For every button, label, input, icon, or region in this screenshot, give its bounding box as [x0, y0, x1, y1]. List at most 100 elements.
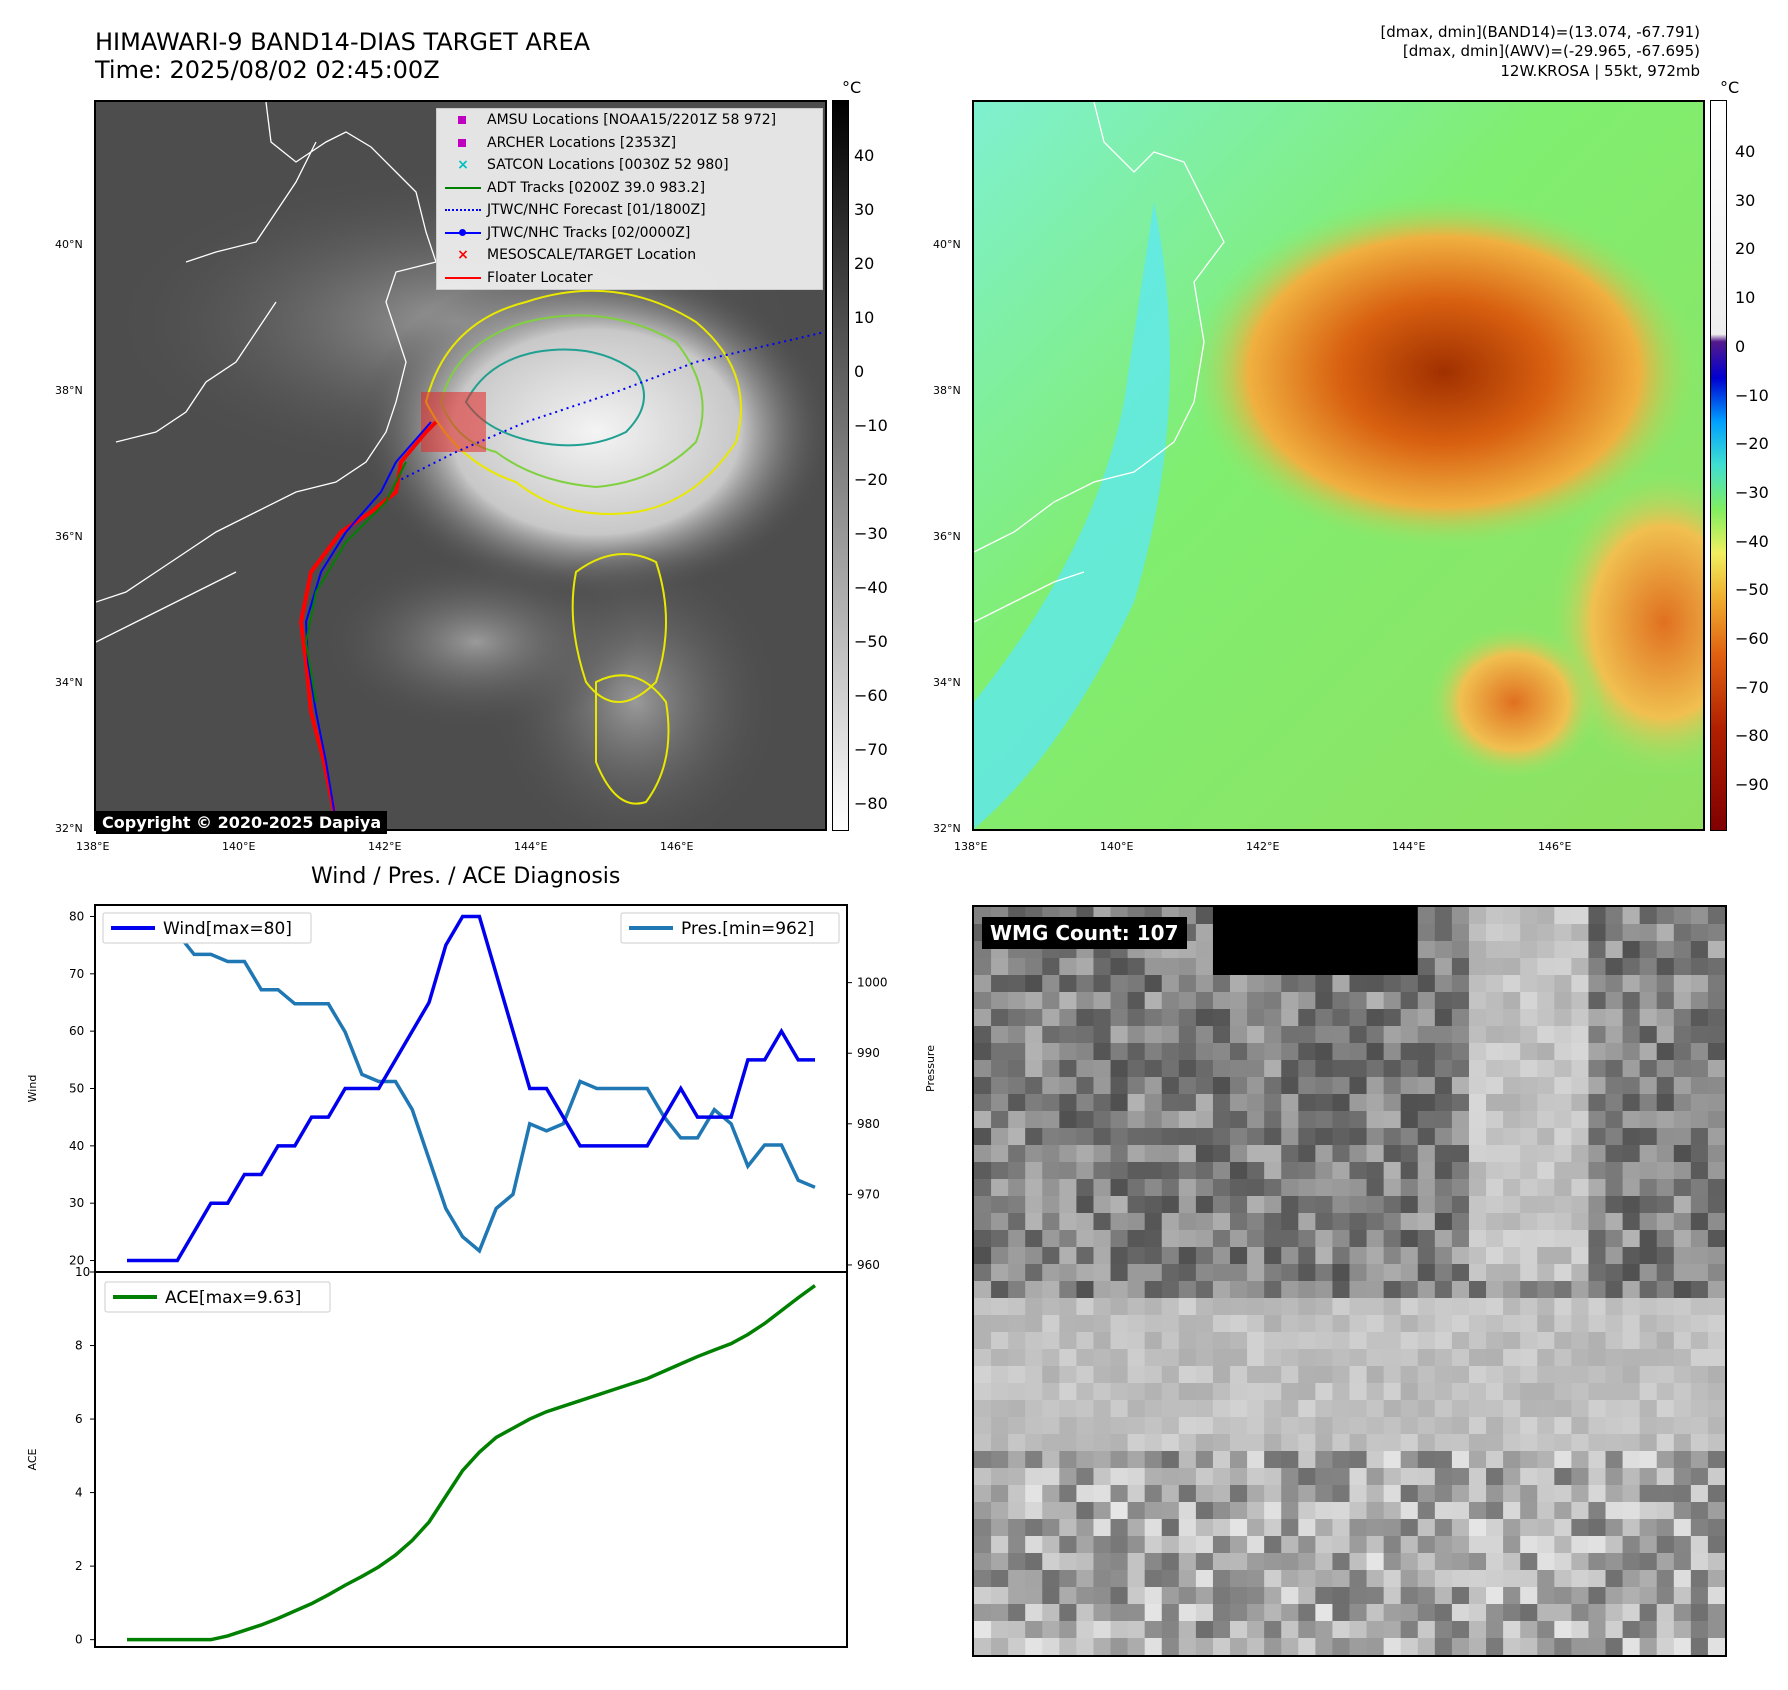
wmg-pixel	[1008, 1587, 1026, 1605]
wmg-pixel	[1503, 1383, 1521, 1401]
wmg-pixel	[1110, 1417, 1129, 1435]
wmg-pixel	[1349, 1468, 1368, 1486]
wmg-pixel	[991, 1451, 1009, 1469]
wmg-pixel	[1503, 1349, 1521, 1367]
wmg-pixel	[1554, 1383, 1572, 1401]
wmg-pixel	[1503, 1451, 1521, 1469]
wmg-pixel	[1622, 958, 1641, 976]
wmg-pixel	[1383, 1400, 1402, 1418]
wmg-pixel	[1161, 1519, 1180, 1537]
wmg-pixel	[1417, 1468, 1436, 1486]
wmg-pixel	[1690, 1060, 1709, 1078]
wmg-pixel	[1315, 1094, 1334, 1112]
wmg-pixel	[974, 1264, 992, 1282]
wmg-pixel	[1690, 924, 1709, 942]
wmg-pixel	[1656, 1502, 1675, 1520]
wmg-pixel	[1503, 1332, 1521, 1350]
ace-legend-box	[104, 1281, 331, 1313]
wmg-pixel	[1281, 941, 1299, 959]
wmg-pixel	[974, 1587, 992, 1605]
wmg-pixel	[1076, 1383, 1095, 1401]
wmg-pixel	[1212, 1128, 1231, 1146]
wmg-pixel	[1315, 1349, 1334, 1367]
wmg-pixel	[1008, 1247, 1026, 1265]
wmg-pixel	[1195, 1094, 1214, 1112]
wmg-pixel	[1707, 1145, 1725, 1163]
wmg-pixel	[1264, 1570, 1282, 1588]
legend-item: × MESOSCALE/TARGET Location	[437, 244, 822, 267]
wmg-pixel	[1332, 1315, 1351, 1333]
wmg-pixel	[1008, 1604, 1026, 1622]
wmg-pixel	[1366, 1587, 1385, 1605]
wmg-pixel	[1468, 1417, 1487, 1435]
wmg-pixel	[1093, 1451, 1112, 1469]
wmg-pixel	[1195, 1264, 1214, 1282]
wmg-pixel	[1656, 1536, 1675, 1554]
wmg-pixel	[1537, 1230, 1555, 1248]
wmg-pixel	[1195, 1077, 1214, 1095]
wmg-pixel	[1537, 1298, 1555, 1316]
wmg-pixel	[1451, 1621, 1470, 1639]
wmg-pixel	[1571, 1417, 1590, 1435]
wmg-pixel	[1366, 1077, 1385, 1095]
wmg-pixel	[1059, 1264, 1078, 1282]
wmg-pixel	[1281, 1213, 1299, 1231]
wmg-pixel	[1656, 1638, 1675, 1655]
wmg-pixel	[1349, 1434, 1368, 1452]
wmg-pixel	[974, 958, 992, 976]
wmg-pixel	[1486, 1468, 1504, 1486]
wmg-pixel	[1503, 1111, 1521, 1129]
wmg-pixel	[1554, 1247, 1572, 1265]
wmg-pixel	[1059, 1536, 1078, 1554]
wmg-pixel	[1383, 1638, 1402, 1655]
wmg-pixel	[1264, 958, 1282, 976]
wmg-pixel	[1468, 958, 1487, 976]
wmg-pixel	[1673, 1587, 1692, 1605]
wmg-pixel	[1468, 1587, 1487, 1605]
wmg-pixel	[1707, 1315, 1725, 1333]
wmg-pixel	[1639, 975, 1658, 993]
wind-axis-label: Wind	[26, 1075, 39, 1103]
wmg-pixel	[1486, 1349, 1504, 1367]
wmg-pixel	[1230, 1349, 1248, 1367]
wmg-pixel	[974, 1468, 992, 1486]
wmg-pixel	[1059, 1315, 1078, 1333]
wmg-pixel	[1537, 1179, 1555, 1197]
wmg-pixel	[1178, 1128, 1197, 1146]
wmg-pixel	[1059, 1400, 1078, 1418]
wmg-pixel	[1451, 1315, 1470, 1333]
wmg-pixel	[1195, 1417, 1214, 1435]
wmg-pixel	[1349, 1196, 1368, 1214]
wmg-pixel	[1264, 1332, 1282, 1350]
wind-legend-box	[102, 912, 312, 944]
wmg-pixel	[1503, 1247, 1521, 1265]
wmg-pixel	[1383, 1043, 1402, 1061]
wmg-pixel	[991, 1366, 1009, 1384]
wmg-pixel	[1025, 1145, 1043, 1163]
wmg-pixel	[1486, 1400, 1504, 1418]
wmg-pixel	[1212, 1230, 1231, 1248]
wmg-pixel	[1690, 1179, 1709, 1197]
wmg-pixel	[1639, 1281, 1658, 1299]
wmg-pixel	[1059, 1179, 1078, 1197]
wmg-pixel	[1059, 1145, 1078, 1163]
wmg-pixel	[1076, 1060, 1095, 1078]
wmg-pixel	[1537, 992, 1555, 1010]
wmg-pixel	[1537, 907, 1555, 925]
wmg-pixel	[1707, 1247, 1725, 1265]
wmg-pixel	[1247, 1434, 1265, 1452]
wmg-pixel	[1537, 1434, 1555, 1452]
wmg-pixel	[1451, 975, 1470, 993]
wmg-pixel	[1110, 1009, 1129, 1027]
wmg-pixel	[1673, 1315, 1692, 1333]
wmg-pixel	[1468, 992, 1487, 1010]
wmg-pixel	[1605, 1434, 1624, 1452]
wmg-pixel	[1503, 1502, 1521, 1520]
colorbar-tick: −70	[1735, 677, 1769, 697]
wmg-pixel	[1383, 1213, 1402, 1231]
wmg-pixel	[1366, 1332, 1385, 1350]
wmg-pixel	[1520, 1349, 1538, 1367]
wmg-pixel	[1144, 1400, 1163, 1418]
wmg-pixel	[1554, 1332, 1572, 1350]
wmg-pixel	[1264, 1043, 1282, 1061]
